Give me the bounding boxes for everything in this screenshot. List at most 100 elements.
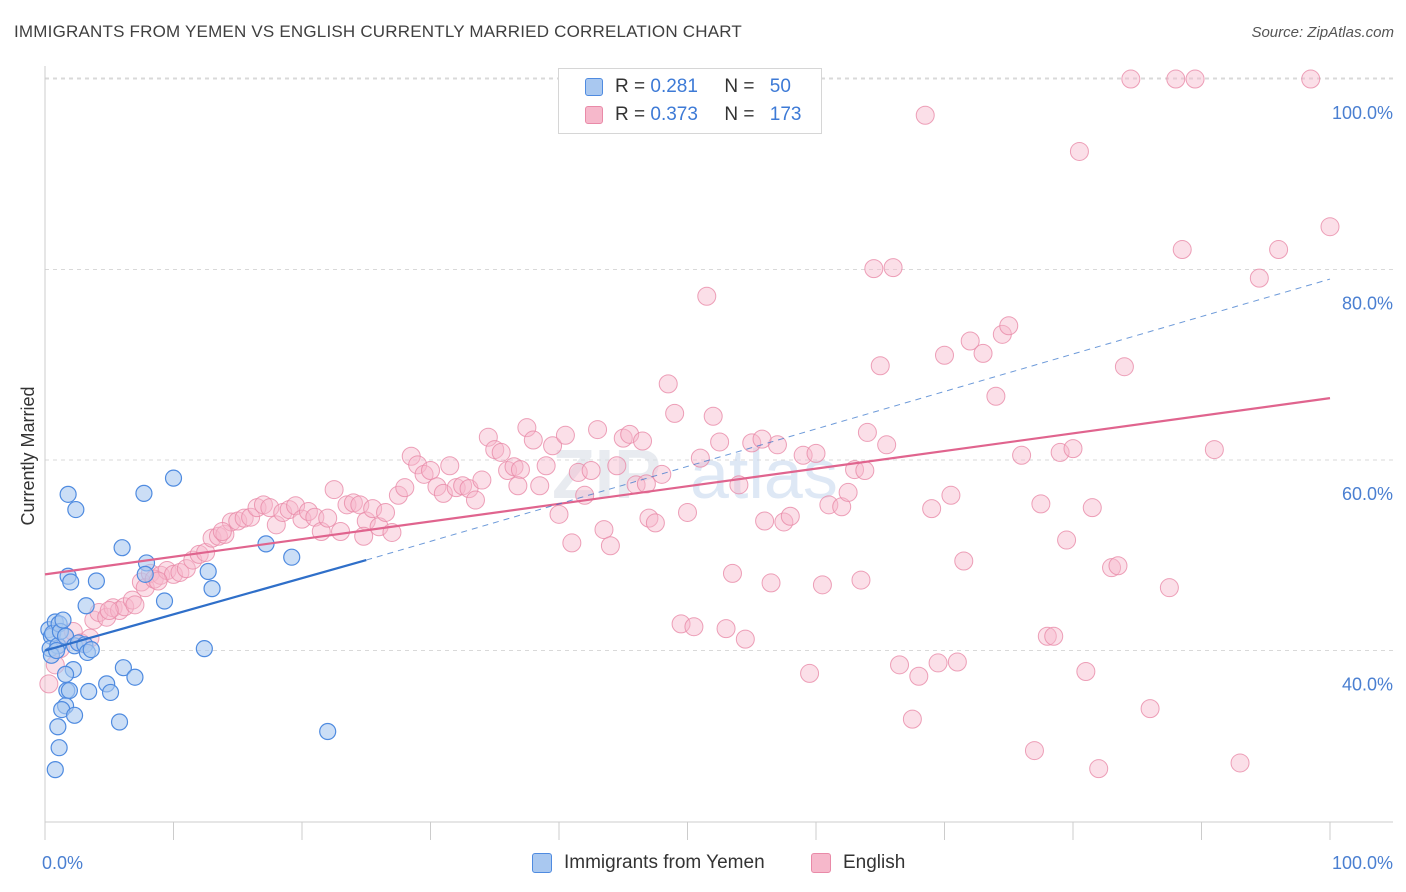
yemen-trend-line xyxy=(44,559,367,652)
english-point xyxy=(549,504,569,524)
legend-row-english: R = 0.373 N = 173 xyxy=(585,101,801,129)
english-point xyxy=(1031,494,1051,514)
english-point xyxy=(755,511,775,531)
english-point xyxy=(530,476,550,496)
english-points xyxy=(39,69,1340,779)
english-point xyxy=(125,595,145,615)
english-point xyxy=(594,520,614,540)
yemen-points xyxy=(40,469,337,779)
english-point xyxy=(343,493,363,513)
yemen-point xyxy=(60,681,79,700)
source-credit: Source: ZipAtlas.com xyxy=(1251,24,1394,41)
yemen-point xyxy=(65,706,84,724)
english-point xyxy=(883,258,903,278)
english-point xyxy=(864,259,884,279)
english-point xyxy=(1050,442,1070,462)
yemen-point xyxy=(135,484,153,502)
yemen-point xyxy=(199,562,217,581)
english-point xyxy=(39,674,59,694)
english-point xyxy=(722,563,742,583)
english-point xyxy=(890,655,910,675)
yemen-point xyxy=(54,611,72,629)
yemen-point xyxy=(67,500,85,519)
english-point xyxy=(870,356,890,376)
english-point xyxy=(800,663,820,683)
yemen-point xyxy=(101,683,120,702)
english-point xyxy=(1044,626,1064,646)
english-point xyxy=(1012,445,1032,465)
yemen-point xyxy=(126,668,144,686)
bottom-legend-english: English xyxy=(811,852,905,874)
yemen-trend-extension xyxy=(366,278,1331,561)
english-point xyxy=(1121,69,1141,89)
english-point xyxy=(1159,578,1179,598)
english-point xyxy=(947,652,967,672)
english-point xyxy=(710,432,730,452)
english-point xyxy=(1230,753,1250,773)
english-point xyxy=(857,422,877,442)
english-point xyxy=(1185,69,1205,89)
trend-lines xyxy=(44,278,1331,652)
yemen-point xyxy=(110,713,129,731)
english-point xyxy=(99,601,119,621)
yemen-point xyxy=(114,659,132,677)
yemen-point xyxy=(136,565,154,583)
english-point xyxy=(241,507,261,527)
y-tick-label: 60.0% xyxy=(1342,484,1393,504)
english-point xyxy=(1102,558,1122,578)
english-point xyxy=(472,470,492,490)
english-point xyxy=(607,456,627,476)
english-point xyxy=(1320,217,1340,237)
english-point xyxy=(935,345,954,365)
english-point xyxy=(999,316,1019,336)
english-point xyxy=(465,490,485,510)
english-point xyxy=(600,536,620,556)
yemen-point xyxy=(87,572,106,590)
english-point xyxy=(1037,626,1057,646)
english-point xyxy=(703,406,723,426)
english-point xyxy=(395,478,415,498)
bottom-legend-label-english: English xyxy=(843,852,906,873)
english-point xyxy=(780,506,800,526)
english-point xyxy=(633,431,653,451)
english-point xyxy=(928,653,948,673)
english-point xyxy=(1172,240,1192,260)
english-point xyxy=(665,403,685,423)
english-point xyxy=(350,495,370,515)
english-point xyxy=(1204,440,1224,460)
yemen-point xyxy=(59,485,77,503)
english-point xyxy=(735,629,755,649)
x-tick-label: 0.0% xyxy=(42,853,83,873)
english-point xyxy=(376,502,396,522)
english-point xyxy=(684,617,704,637)
english-point xyxy=(1114,357,1134,377)
x-tick-label: 100.0% xyxy=(1332,853,1393,873)
bottom-legend-label-yemen: Immigrants from Yemen xyxy=(564,852,765,873)
english-point xyxy=(324,480,344,500)
english-point xyxy=(855,461,875,481)
english-point xyxy=(838,482,858,502)
english-point xyxy=(1076,662,1096,682)
english-point xyxy=(363,499,383,519)
english-point xyxy=(440,456,460,476)
english-point xyxy=(421,461,440,481)
yemen-point xyxy=(62,573,80,591)
english-point xyxy=(1082,498,1102,518)
tick-labels: 40.0% 60.0% 80.0% 100.0% 0.0% 100.0% xyxy=(42,103,1393,873)
y-tick-label: 40.0% xyxy=(1342,675,1393,695)
legend-row-yemen: R = 0.281 N = 50 xyxy=(585,73,791,101)
english-point xyxy=(658,374,678,394)
english-point xyxy=(986,386,1006,406)
english-point xyxy=(909,666,929,686)
grid xyxy=(45,77,1393,652)
legend-r-value-yemen: 0.281 xyxy=(650,76,698,97)
english-point xyxy=(1108,556,1128,576)
bottom-legend-yemen: Immigrants from Yemen xyxy=(532,852,765,874)
english-point xyxy=(1166,69,1186,89)
english-point xyxy=(433,483,453,503)
english-point xyxy=(697,286,717,306)
english-point xyxy=(331,521,351,541)
english-point xyxy=(202,528,222,548)
english-point xyxy=(752,429,772,449)
